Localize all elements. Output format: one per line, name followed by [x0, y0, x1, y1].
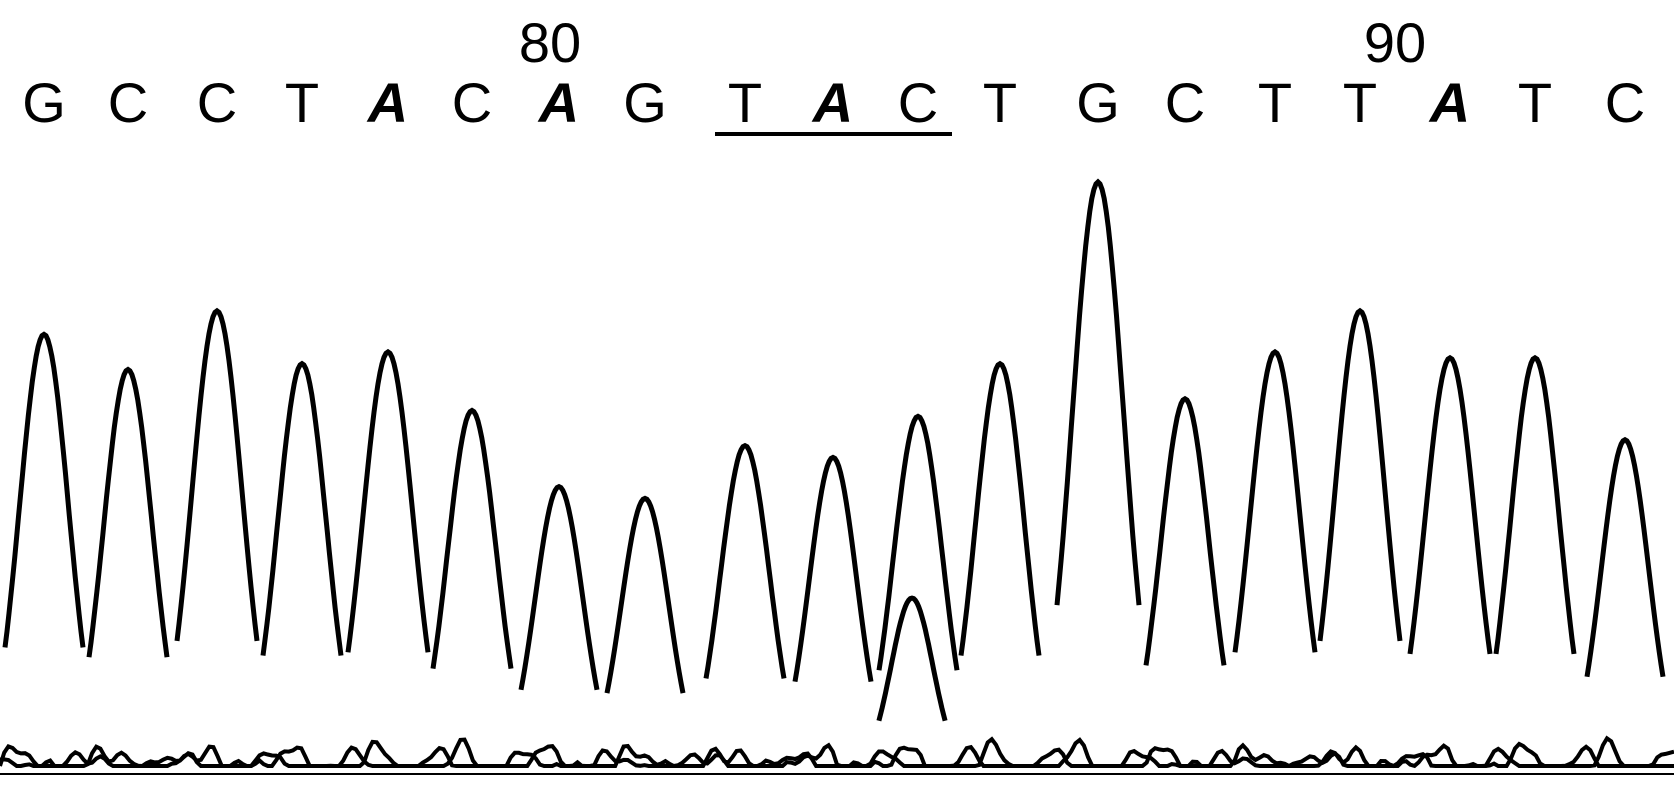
trace-peak [348, 352, 428, 652]
base-label: C [452, 70, 492, 135]
trace-peak [5, 334, 83, 647]
trace-peak [263, 364, 341, 656]
base-label: A [368, 70, 408, 135]
trace-peak [433, 411, 511, 669]
base-label: C [1605, 70, 1645, 135]
position-label: 90 [1364, 10, 1426, 75]
trace-peak [961, 364, 1039, 656]
base-label: G [1076, 70, 1120, 135]
chromatogram-svg [0, 140, 1674, 786]
trace-peak [607, 498, 683, 693]
base-label: T [1343, 70, 1377, 135]
base-label: T [1258, 70, 1292, 135]
trace-peak [1235, 352, 1315, 652]
base-label: A [813, 70, 853, 135]
trace-peak [1146, 399, 1224, 666]
trace-peak [795, 457, 871, 681]
trace-peak [177, 311, 257, 641]
position-label: 80 [519, 10, 581, 75]
base-label: C [197, 70, 237, 135]
trace-peak [521, 487, 597, 690]
base-label: T [285, 70, 319, 135]
base-label: C [108, 70, 148, 135]
trace-peak [1496, 358, 1574, 654]
position-labels-row: 8090 [0, 10, 1674, 65]
base-label: T [983, 70, 1017, 135]
base-label: C [898, 70, 938, 135]
trace-peak [706, 446, 784, 679]
base-label: T [728, 70, 762, 135]
base-label: T [1518, 70, 1552, 135]
trace-peak [1320, 311, 1400, 641]
trace-peak [89, 370, 167, 658]
base-label: G [623, 70, 667, 135]
base-label: G [22, 70, 66, 135]
base-label: A [539, 70, 579, 135]
trace-peak [1057, 182, 1139, 605]
trace-peak [1587, 440, 1663, 677]
trace-peak [1410, 358, 1490, 654]
base-label: C [1165, 70, 1205, 135]
underline-bar [715, 132, 952, 136]
base-label: A [1430, 70, 1470, 135]
base-labels-row: GCCTACAGTACTGCTTATC [0, 70, 1674, 130]
trace-peak [879, 416, 957, 670]
